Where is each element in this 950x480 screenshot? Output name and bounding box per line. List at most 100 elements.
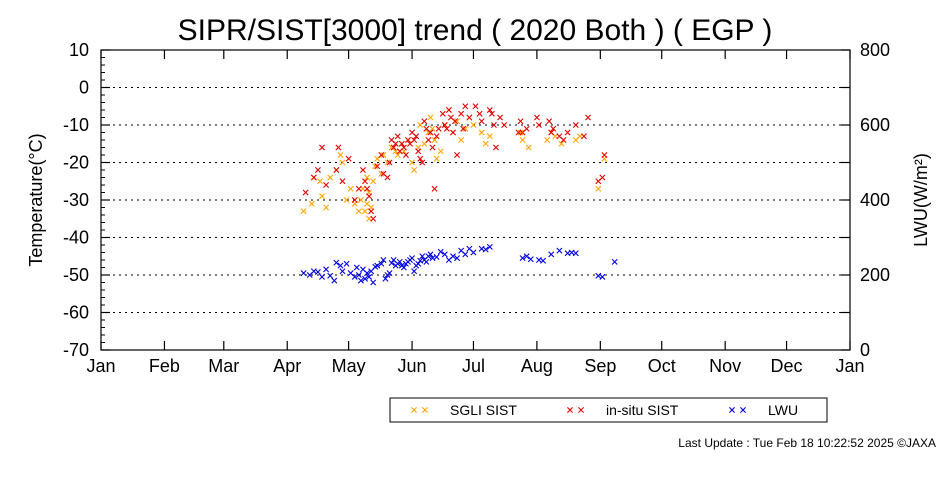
lwu-point bbox=[519, 255, 526, 262]
y-tick-label: -60 bbox=[63, 303, 89, 323]
legend-label-insitu: in-situ SIST bbox=[606, 402, 679, 418]
insitu-sist-point bbox=[427, 129, 434, 136]
sgli-sist-point bbox=[558, 140, 565, 147]
insitu-sist-point bbox=[366, 193, 373, 200]
insitu-sist-point bbox=[490, 122, 497, 128]
x-tick-label: Aug bbox=[521, 356, 553, 376]
insitu-sist-point bbox=[601, 152, 608, 158]
legend-marker bbox=[729, 407, 735, 413]
x-tick-label: Dec bbox=[771, 356, 803, 376]
legend-marker bbox=[567, 407, 573, 413]
sgli-sist-point bbox=[517, 129, 524, 136]
lwu-point bbox=[437, 248, 444, 255]
sgli-sist-point bbox=[370, 178, 377, 185]
insitu-sist-point bbox=[492, 144, 499, 151]
insitu-sist-point bbox=[458, 110, 465, 117]
insitu-sist-point bbox=[333, 167, 340, 173]
lwu-point bbox=[323, 266, 330, 273]
legend-label-lwu: LWU bbox=[768, 402, 798, 418]
insitu-sist-point bbox=[351, 197, 358, 203]
insitu-sist-point bbox=[472, 103, 479, 110]
legend-marker bbox=[411, 407, 417, 413]
insitu-sist-point bbox=[572, 122, 579, 128]
insitu-sist-point bbox=[417, 155, 424, 162]
sgli-sist-point bbox=[544, 137, 551, 143]
lwu-point bbox=[388, 260, 395, 266]
sgli-sist-point bbox=[433, 155, 440, 162]
sgli-sist-point bbox=[323, 204, 330, 211]
legend-marker bbox=[740, 407, 746, 413]
lwu-point bbox=[331, 277, 338, 284]
insitu-sist-point bbox=[425, 137, 432, 143]
y-axis-right: 800 600 400 200 0 bbox=[860, 40, 890, 360]
insitu-sist-point bbox=[478, 118, 485, 125]
lwu-point bbox=[429, 255, 436, 262]
chart-title: SIPR/SIST[3000] trend ( 2020 Both ) ( EG… bbox=[178, 14, 773, 47]
insitu-sist-point bbox=[378, 152, 385, 158]
y-tick-label: -20 bbox=[63, 153, 89, 173]
lwu-point bbox=[333, 259, 340, 266]
insitu-sist-point bbox=[517, 118, 524, 125]
lwu-point bbox=[355, 272, 362, 278]
sgli-sist-point bbox=[394, 152, 401, 158]
x-tick-label: Apr bbox=[273, 356, 301, 376]
lwu-point bbox=[353, 264, 360, 271]
insitu-sist-point bbox=[323, 182, 330, 188]
insitu-sist-point bbox=[384, 174, 391, 181]
insitu-sist-point bbox=[599, 174, 606, 181]
sgli-sist-point bbox=[347, 185, 354, 192]
sgli-sist-point bbox=[364, 174, 371, 181]
legend-box bbox=[389, 397, 828, 423]
y-tick-label: -40 bbox=[63, 228, 89, 248]
insitu-sist-point bbox=[386, 159, 393, 166]
y2-tick-label: 0 bbox=[860, 340, 870, 360]
insitu-sist-point bbox=[402, 152, 409, 158]
y2-tick-label: 600 bbox=[860, 115, 890, 135]
sgli-sist-point bbox=[308, 200, 315, 207]
lwu-point bbox=[419, 253, 426, 260]
sgli-sist-point bbox=[372, 163, 379, 170]
lwu-point bbox=[319, 273, 326, 280]
insitu-sist-point bbox=[497, 114, 504, 121]
sgli-sist-point bbox=[486, 133, 493, 140]
sgli-sist-point bbox=[462, 125, 469, 132]
lwu-point bbox=[486, 243, 493, 250]
lwu-point bbox=[423, 258, 430, 265]
insitu-sist-point bbox=[415, 148, 422, 155]
insitu-sist-point bbox=[435, 125, 442, 132]
lwu-point bbox=[611, 258, 618, 265]
sgli-sist-point bbox=[525, 144, 532, 151]
x-tick-label: May bbox=[332, 356, 366, 376]
sgli-sist-point bbox=[316, 178, 323, 185]
lwu-point bbox=[470, 249, 477, 256]
insitu-sist-point bbox=[390, 144, 397, 151]
lwu-point bbox=[548, 251, 555, 258]
insitu-sist-point bbox=[580, 133, 587, 140]
data-points bbox=[300, 103, 618, 286]
legend: SGLI SIST in-situ SIST LWU bbox=[389, 397, 828, 423]
sgli-sist-point bbox=[300, 208, 307, 215]
insitu-sist-point bbox=[411, 137, 418, 143]
sgli-sist-point bbox=[427, 114, 434, 121]
insitu-sist-point bbox=[421, 118, 428, 125]
insitu-sist-point bbox=[433, 133, 440, 140]
lwu-point bbox=[386, 270, 393, 277]
y-tick-label: -50 bbox=[63, 265, 89, 285]
insitu-sist-point bbox=[564, 129, 571, 136]
x-tick-label: Jan bbox=[835, 356, 864, 376]
lwu-point bbox=[374, 262, 381, 269]
insitu-sist-point bbox=[546, 118, 553, 125]
lwu-point bbox=[400, 264, 407, 271]
lwu-point bbox=[523, 253, 530, 260]
sgli-sist-point bbox=[378, 170, 385, 177]
insitu-sist-point bbox=[355, 185, 362, 192]
insitu-sist-point bbox=[314, 167, 321, 173]
sgli-sist-point bbox=[437, 148, 444, 155]
lwu-point bbox=[415, 260, 422, 267]
insitu-sist-point bbox=[452, 118, 459, 125]
legend-markers bbox=[411, 407, 746, 413]
lwu-point bbox=[527, 256, 534, 263]
sgli-sist-point bbox=[411, 167, 418, 173]
insitu-sist-point bbox=[302, 189, 309, 196]
